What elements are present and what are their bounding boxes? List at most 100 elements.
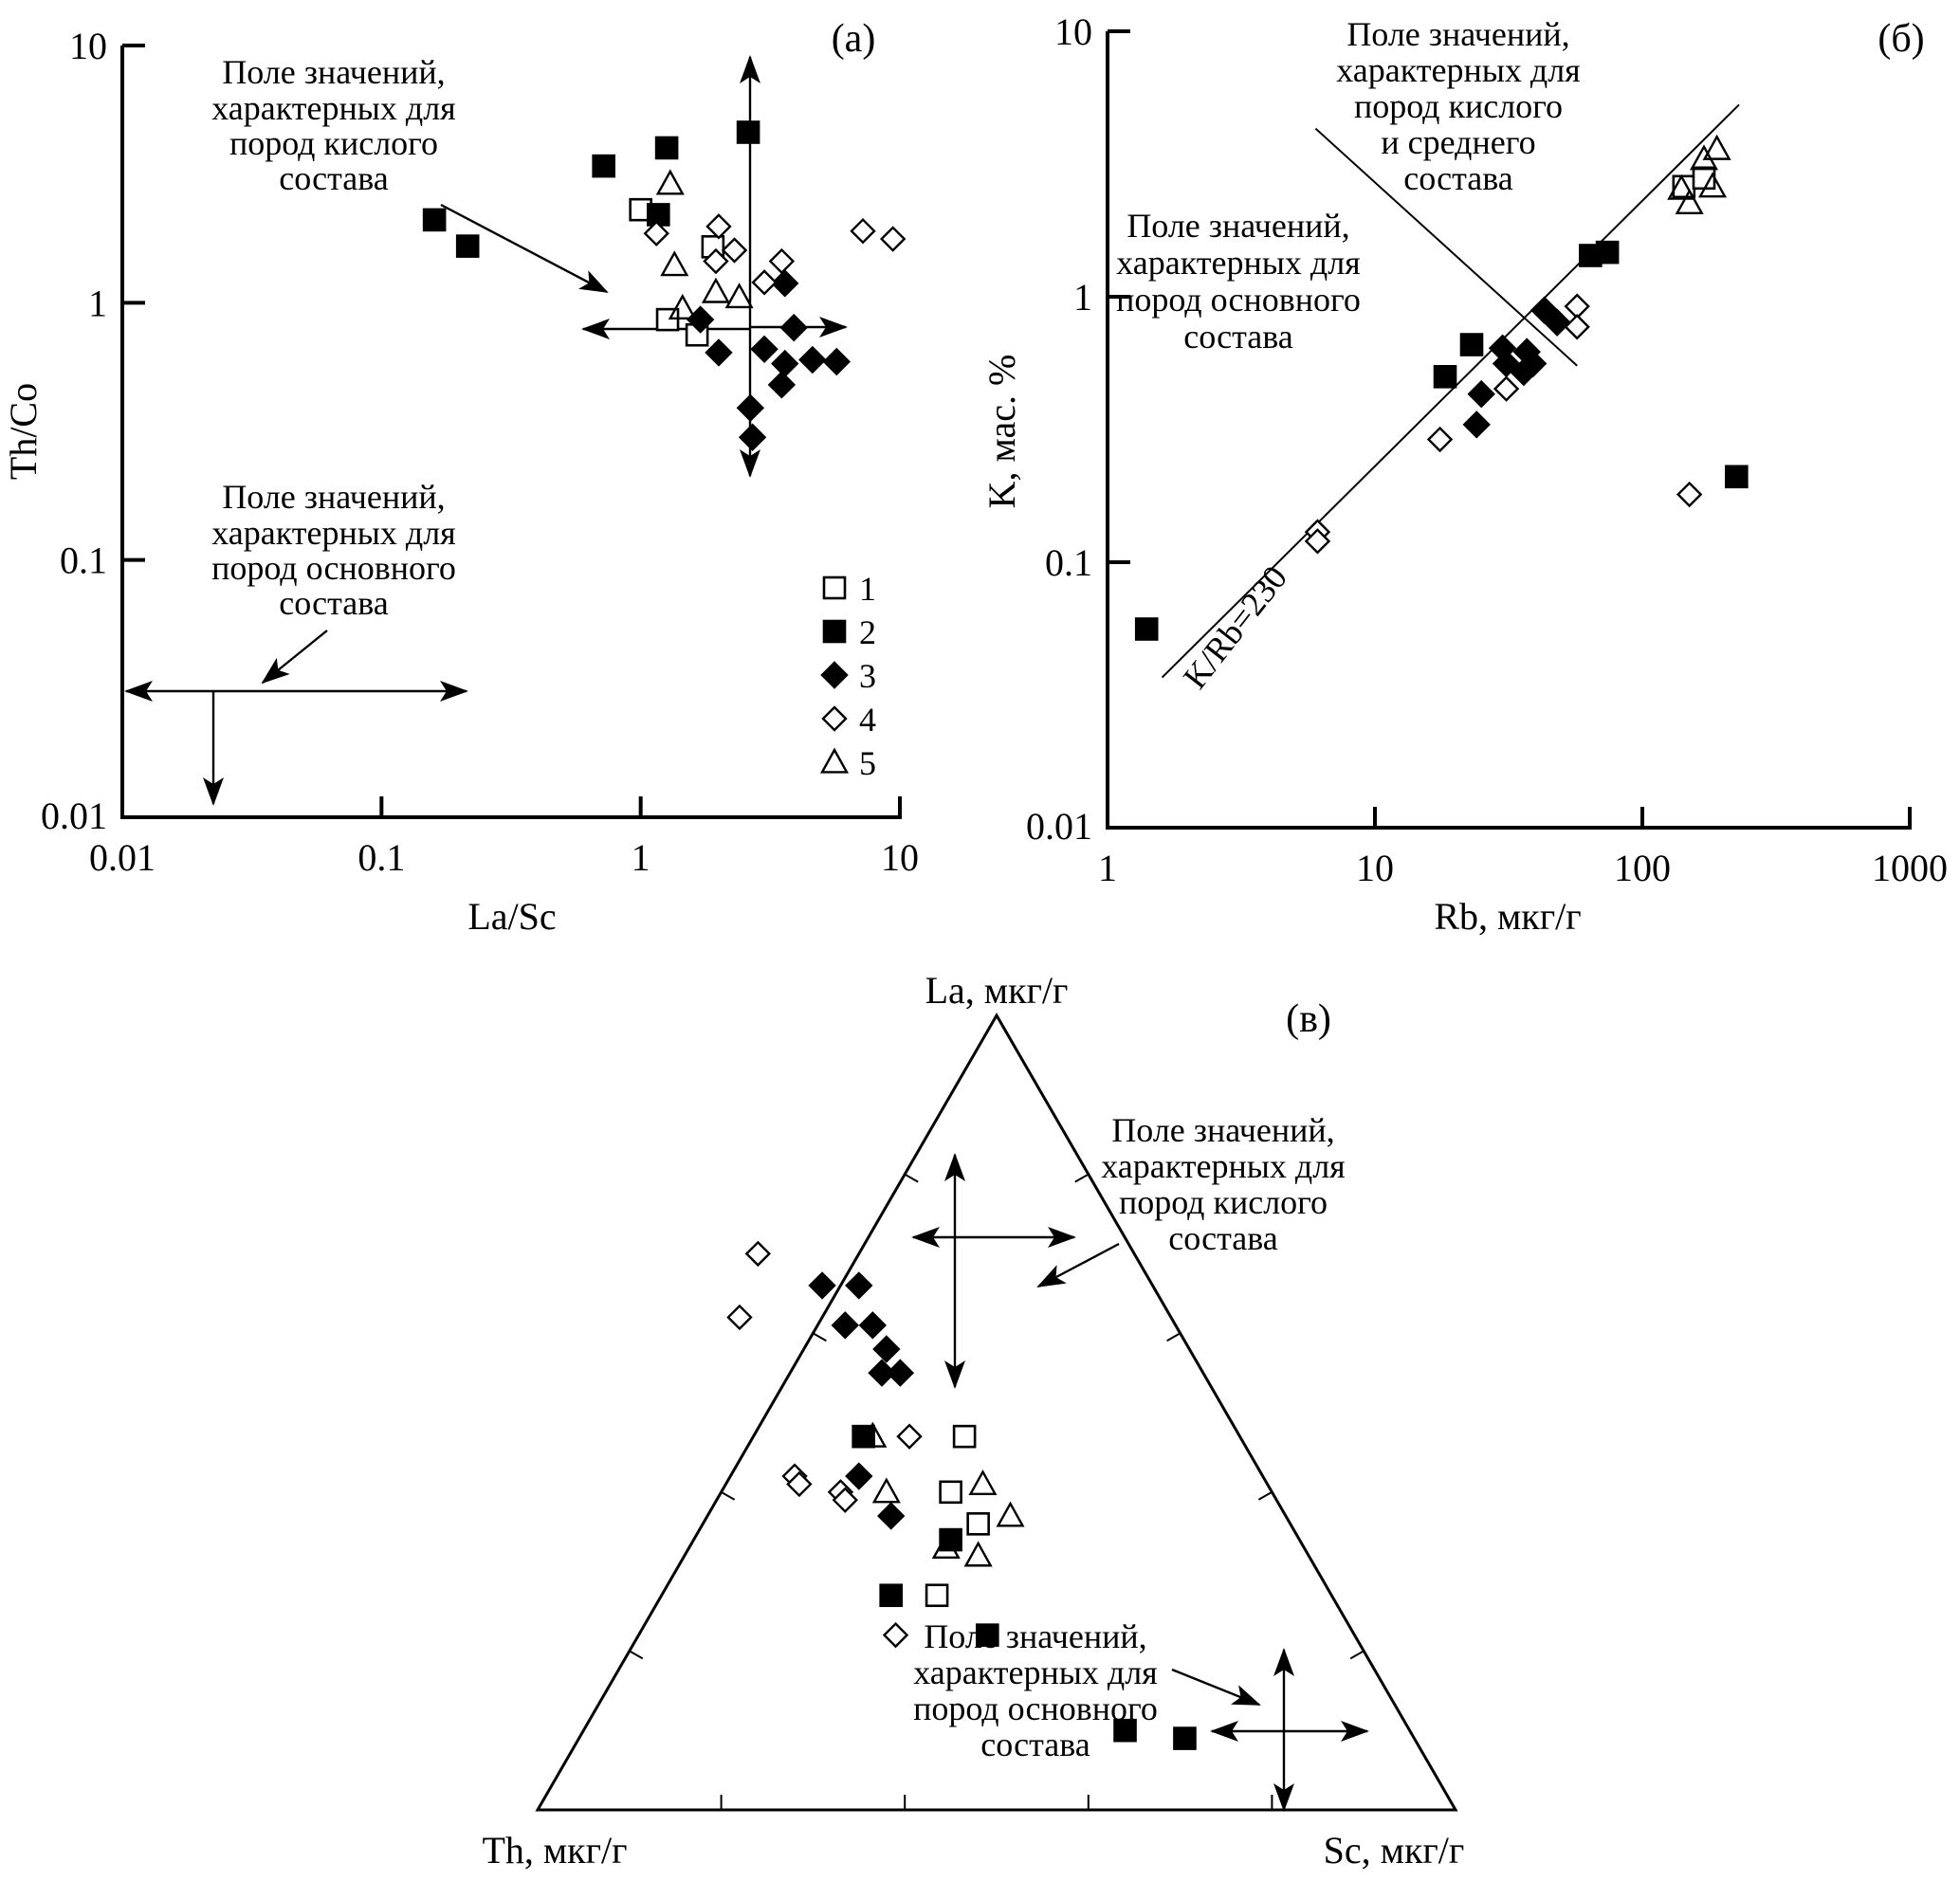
x-tick-label: 0.01	[89, 836, 156, 879]
data-point	[744, 1240, 772, 1268]
annotation-line: Поле значений,	[222, 53, 445, 91]
legend-item-1: 1	[822, 570, 876, 608]
data-point	[1676, 481, 1703, 508]
annotation-line: Поле значений,	[924, 1617, 1146, 1655]
legend-item-4: 4	[821, 701, 876, 739]
panel-a-mafic-pointer-arrow	[261, 630, 328, 685]
legend-item-5: 5	[819, 744, 876, 782]
annotation-line: характерных для	[211, 514, 456, 552]
data-point	[1667, 173, 1696, 200]
data-point	[831, 1311, 859, 1340]
legend-marker-icon	[821, 705, 848, 732]
ternary-tick	[629, 1650, 644, 1660]
data-point	[705, 213, 732, 240]
data-point	[952, 1424, 977, 1449]
data-point	[786, 1470, 813, 1498]
panel-c-label: (в)	[1286, 997, 1331, 1041]
annotation-line: пород основного	[211, 549, 456, 587]
panel-b-axes	[1106, 29, 1912, 830]
x-tick-label: 1000	[1872, 847, 1948, 889]
data-point	[832, 1487, 858, 1513]
data-point	[643, 220, 669, 247]
ternary-tick	[1166, 1332, 1181, 1342]
data-point	[822, 347, 851, 376]
annotation-line: состава	[1168, 1219, 1278, 1257]
data-point	[751, 269, 778, 296]
y-tick-label: 10	[1054, 10, 1092, 53]
data-point	[968, 1469, 998, 1496]
legend-item-2: 2	[822, 613, 876, 651]
data-point	[750, 335, 779, 363]
data-point	[1702, 134, 1731, 160]
series-2	[852, 1424, 1197, 1750]
data-point	[996, 1501, 1025, 1527]
annotation-line: состава	[980, 1726, 1090, 1763]
series-4	[643, 213, 907, 296]
legend-marker-icon	[820, 661, 849, 689]
panel-b-kr-ratio-label: K/Rb=230	[1176, 558, 1294, 696]
y-tick-label: 1	[1073, 276, 1092, 319]
annotation-line: характерных для	[1101, 1147, 1346, 1185]
panel-a-data-points	[422, 120, 907, 451]
data-point	[931, 1532, 961, 1560]
annotation-line: характерных для	[1116, 244, 1361, 282]
annotation-line: пород кислого	[1119, 1183, 1328, 1221]
data-point	[738, 423, 767, 451]
series-2	[422, 120, 760, 258]
panel-b-mafic-field-annotation: Поле значений, характерных для пород осн…	[1116, 207, 1361, 356]
ternary-tick	[1257, 1490, 1273, 1501]
panel-c-ternary-la-th-sc: La, мкг/г Th, мкг/г Sc, мкг/г (в) Поле з…	[482, 969, 1464, 1872]
data-point	[654, 136, 679, 160]
panel-a-felsic-field-annotation: Поле значений, характерных для пород кис…	[211, 53, 456, 197]
panel-a-y-axis-title: Th/Co	[2, 383, 45, 480]
annotation-line: характерных для	[211, 89, 456, 127]
panel-c-vertex-th: Th, мкг/г	[482, 1829, 627, 1872]
panel-a-label: (a)	[832, 17, 876, 61]
data-point	[422, 208, 447, 232]
annotation-line: состава	[1183, 318, 1293, 356]
series-5	[655, 169, 754, 320]
data-point	[876, 1502, 906, 1530]
y-tick-label: 0.01	[1026, 805, 1092, 848]
data-point	[798, 345, 827, 374]
annotation-line: пород основного	[1116, 281, 1361, 319]
panel-b-x-axis-title: Rb, мкг/г	[1434, 895, 1581, 938]
panel-b-data-points	[1134, 134, 1749, 641]
series-3	[686, 269, 851, 451]
panel-b-reference-lines	[1161, 103, 1740, 679]
data-point	[1433, 364, 1457, 389]
annotation-line: Поле значений,	[1111, 1111, 1334, 1149]
data-point	[872, 1335, 901, 1363]
data-point	[767, 371, 797, 399]
data-point	[771, 269, 799, 298]
panel-b-y-tick-labels: 0.01 0.1 1 10	[1026, 10, 1092, 848]
series-5	[858, 1421, 1025, 1567]
legend-label: 1	[859, 570, 876, 608]
annotation-line: пород кислого	[229, 124, 438, 162]
data-point	[1462, 411, 1491, 439]
data-point	[1564, 314, 1590, 340]
data-point	[868, 1359, 896, 1387]
panel-b-felsic-field-annotation: Поле значений, характерных для пород кис…	[1336, 15, 1581, 197]
data-point	[1697, 172, 1728, 198]
data-point	[771, 349, 799, 378]
data-point	[1595, 240, 1620, 265]
panel-c-felsic-pointer-arrow	[1036, 1242, 1120, 1288]
x-tick-label: 10	[881, 836, 919, 879]
panel-c-data-points	[726, 1240, 1197, 1750]
data-point	[1173, 1726, 1197, 1750]
annotation-line: Поле значений,	[1346, 15, 1569, 53]
data-point	[1426, 426, 1454, 453]
data-point	[882, 1621, 909, 1649]
data-point	[925, 1583, 949, 1608]
ternary-tick	[1349, 1650, 1365, 1660]
data-point	[736, 120, 760, 144]
data-point	[736, 393, 765, 422]
legend: 1 2 3 4 5	[819, 570, 876, 782]
annotation-line: Поле значений,	[222, 478, 445, 516]
data-point	[871, 1477, 901, 1504]
panel-a-x-tick-labels: 0.01 0.1 1 10	[89, 836, 919, 879]
data-point	[939, 1480, 962, 1505]
data-point	[1543, 308, 1571, 337]
